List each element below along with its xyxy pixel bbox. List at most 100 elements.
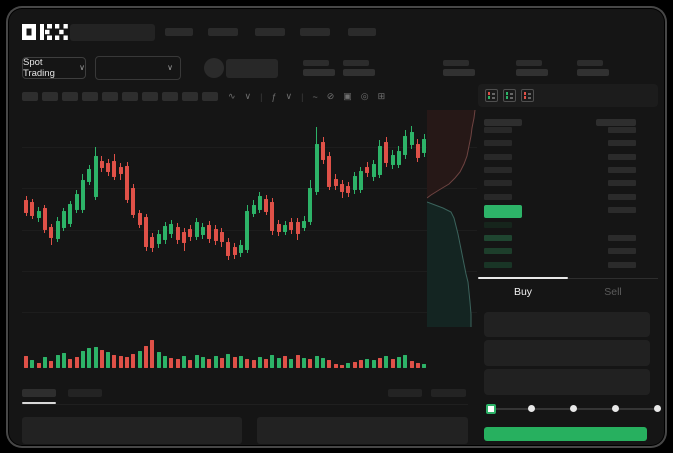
timeframe-button-placeholder[interactable] xyxy=(182,92,198,101)
bid-row-price-placeholder[interactable] xyxy=(484,261,512,268)
depth-chart[interactable] xyxy=(427,110,477,327)
ask-row-size-placeholder[interactable] xyxy=(608,153,636,160)
ask-row-price-placeholder[interactable] xyxy=(484,166,512,173)
volume-bar xyxy=(302,358,307,368)
ask-row-price-placeholder[interactable] xyxy=(484,153,512,160)
volume-bar xyxy=(352,362,357,368)
timeframe-button-placeholder[interactable] xyxy=(162,92,178,101)
slider-stop[interactable] xyxy=(654,405,661,412)
volume-bar xyxy=(24,356,28,368)
candle-body xyxy=(93,156,98,197)
chevron-down-icon[interactable]: ∨ xyxy=(244,91,252,101)
volume-bar xyxy=(144,346,149,368)
volume-bar xyxy=(289,359,294,368)
bid-row-price-placeholder[interactable] xyxy=(484,235,512,241)
slider-stop[interactable] xyxy=(570,405,577,412)
candlestick-chart[interactable] xyxy=(22,110,477,330)
candle-body xyxy=(384,142,389,163)
pair-selector-dropdown[interactable]: ∨ xyxy=(95,56,181,80)
ask-row-size-placeholder[interactable] xyxy=(608,140,636,147)
timeframe-button-placeholder[interactable] xyxy=(82,92,98,101)
nav-item-placeholder[interactable] xyxy=(348,28,376,36)
candle-body xyxy=(99,161,104,168)
book-asks-icon[interactable] xyxy=(521,89,534,102)
nav-item-placeholder[interactable] xyxy=(208,28,238,36)
indicators-icon[interactable]: ƒ xyxy=(271,91,277,102)
last-price-highlight[interactable] xyxy=(484,205,522,218)
total-input[interactable] xyxy=(484,369,650,395)
volume-bar xyxy=(156,352,161,368)
ask-row-price-placeholder[interactable] xyxy=(484,180,512,187)
volume-bar xyxy=(150,340,155,368)
volume-bar xyxy=(238,356,243,368)
book-bids-icon[interactable] xyxy=(503,89,516,102)
chart-gridline xyxy=(22,188,477,189)
bid-row-size-placeholder[interactable] xyxy=(608,248,636,255)
volume-bar xyxy=(118,356,123,368)
timeframe-button-placeholder[interactable] xyxy=(122,92,138,101)
okx-logo[interactable] xyxy=(22,24,68,40)
ask-row-size-placeholder[interactable] xyxy=(608,127,636,133)
stat-value-placeholder xyxy=(343,69,375,76)
slider-stop[interactable] xyxy=(528,405,535,412)
header-search-placeholder[interactable] xyxy=(70,24,155,41)
timeframe-button-placeholder[interactable] xyxy=(102,92,118,101)
bid-row-price-placeholder[interactable] xyxy=(484,248,512,255)
nav-item-placeholder[interactable] xyxy=(255,28,285,36)
candle-body xyxy=(150,237,155,248)
bid-row-price-placeholder[interactable] xyxy=(484,222,512,228)
volume-bar xyxy=(396,357,401,368)
timeframe-button-placeholder[interactable] xyxy=(142,92,158,101)
bid-row-size-placeholder[interactable] xyxy=(608,207,636,213)
nav-item-placeholder[interactable] xyxy=(300,28,330,36)
volume-bar xyxy=(112,355,117,368)
timeframe-button-placeholder[interactable] xyxy=(42,92,58,101)
buy-submit-button[interactable] xyxy=(484,427,647,441)
volume-bar xyxy=(245,359,250,368)
divider: | xyxy=(260,91,263,102)
volume-bar xyxy=(270,355,275,368)
candle-body xyxy=(333,179,338,186)
history-tab-placeholder[interactable] xyxy=(68,389,102,397)
volume-bar xyxy=(55,355,60,368)
slider-stop[interactable] xyxy=(612,405,619,412)
bottom-action-placeholder[interactable] xyxy=(431,389,466,397)
amount-input[interactable] xyxy=(484,340,650,366)
bid-row-size-placeholder[interactable] xyxy=(608,261,636,268)
measure-icon[interactable]: ⊘ xyxy=(326,91,335,101)
fullscreen-icon[interactable]: ⊞ xyxy=(377,91,386,101)
timeframe-button-placeholder[interactable] xyxy=(202,92,218,101)
ask-row-price-placeholder[interactable] xyxy=(484,140,512,147)
chevron-down-icon[interactable]: ∨ xyxy=(285,91,293,101)
orders-tab-placeholder[interactable] xyxy=(22,389,56,397)
book-combined-icon[interactable] xyxy=(485,89,498,102)
timeframe-button-placeholder[interactable] xyxy=(22,92,38,101)
bottom-action-placeholder[interactable] xyxy=(388,389,422,397)
candle-body xyxy=(74,194,79,210)
tab-sell[interactable]: Sell xyxy=(604,286,622,298)
candle-body xyxy=(415,144,420,158)
candle-body xyxy=(371,164,376,177)
candle-body xyxy=(24,200,28,213)
line-style-icon[interactable]: ∿ xyxy=(228,91,236,101)
tab-buy[interactable]: Buy xyxy=(513,286,533,298)
nav-item-placeholder[interactable] xyxy=(165,28,193,36)
ask-row-size-placeholder[interactable] xyxy=(608,180,636,187)
candle-body xyxy=(377,146,382,175)
bid-row-size-placeholder[interactable] xyxy=(608,235,636,241)
market-type-dropdown[interactable]: Spot Trading ∨ xyxy=(22,57,86,79)
candle-body xyxy=(163,226,168,240)
ask-row-size-placeholder[interactable] xyxy=(608,193,636,200)
ask-row-price-placeholder[interactable] xyxy=(484,127,512,133)
settings-icon[interactable]: ◎ xyxy=(360,91,369,101)
slider-handle[interactable] xyxy=(486,404,496,414)
timeframe-button-placeholder[interactable] xyxy=(62,92,78,101)
candle-body xyxy=(403,136,408,155)
ask-row-size-placeholder[interactable] xyxy=(608,166,636,173)
trendline-icon[interactable]: ~ xyxy=(312,91,318,102)
screenshot-icon[interactable]: ▣ xyxy=(343,91,352,101)
candle-body xyxy=(30,202,35,216)
candle-body xyxy=(112,161,117,177)
ask-row-price-placeholder[interactable] xyxy=(484,193,512,200)
price-input[interactable] xyxy=(484,312,650,337)
